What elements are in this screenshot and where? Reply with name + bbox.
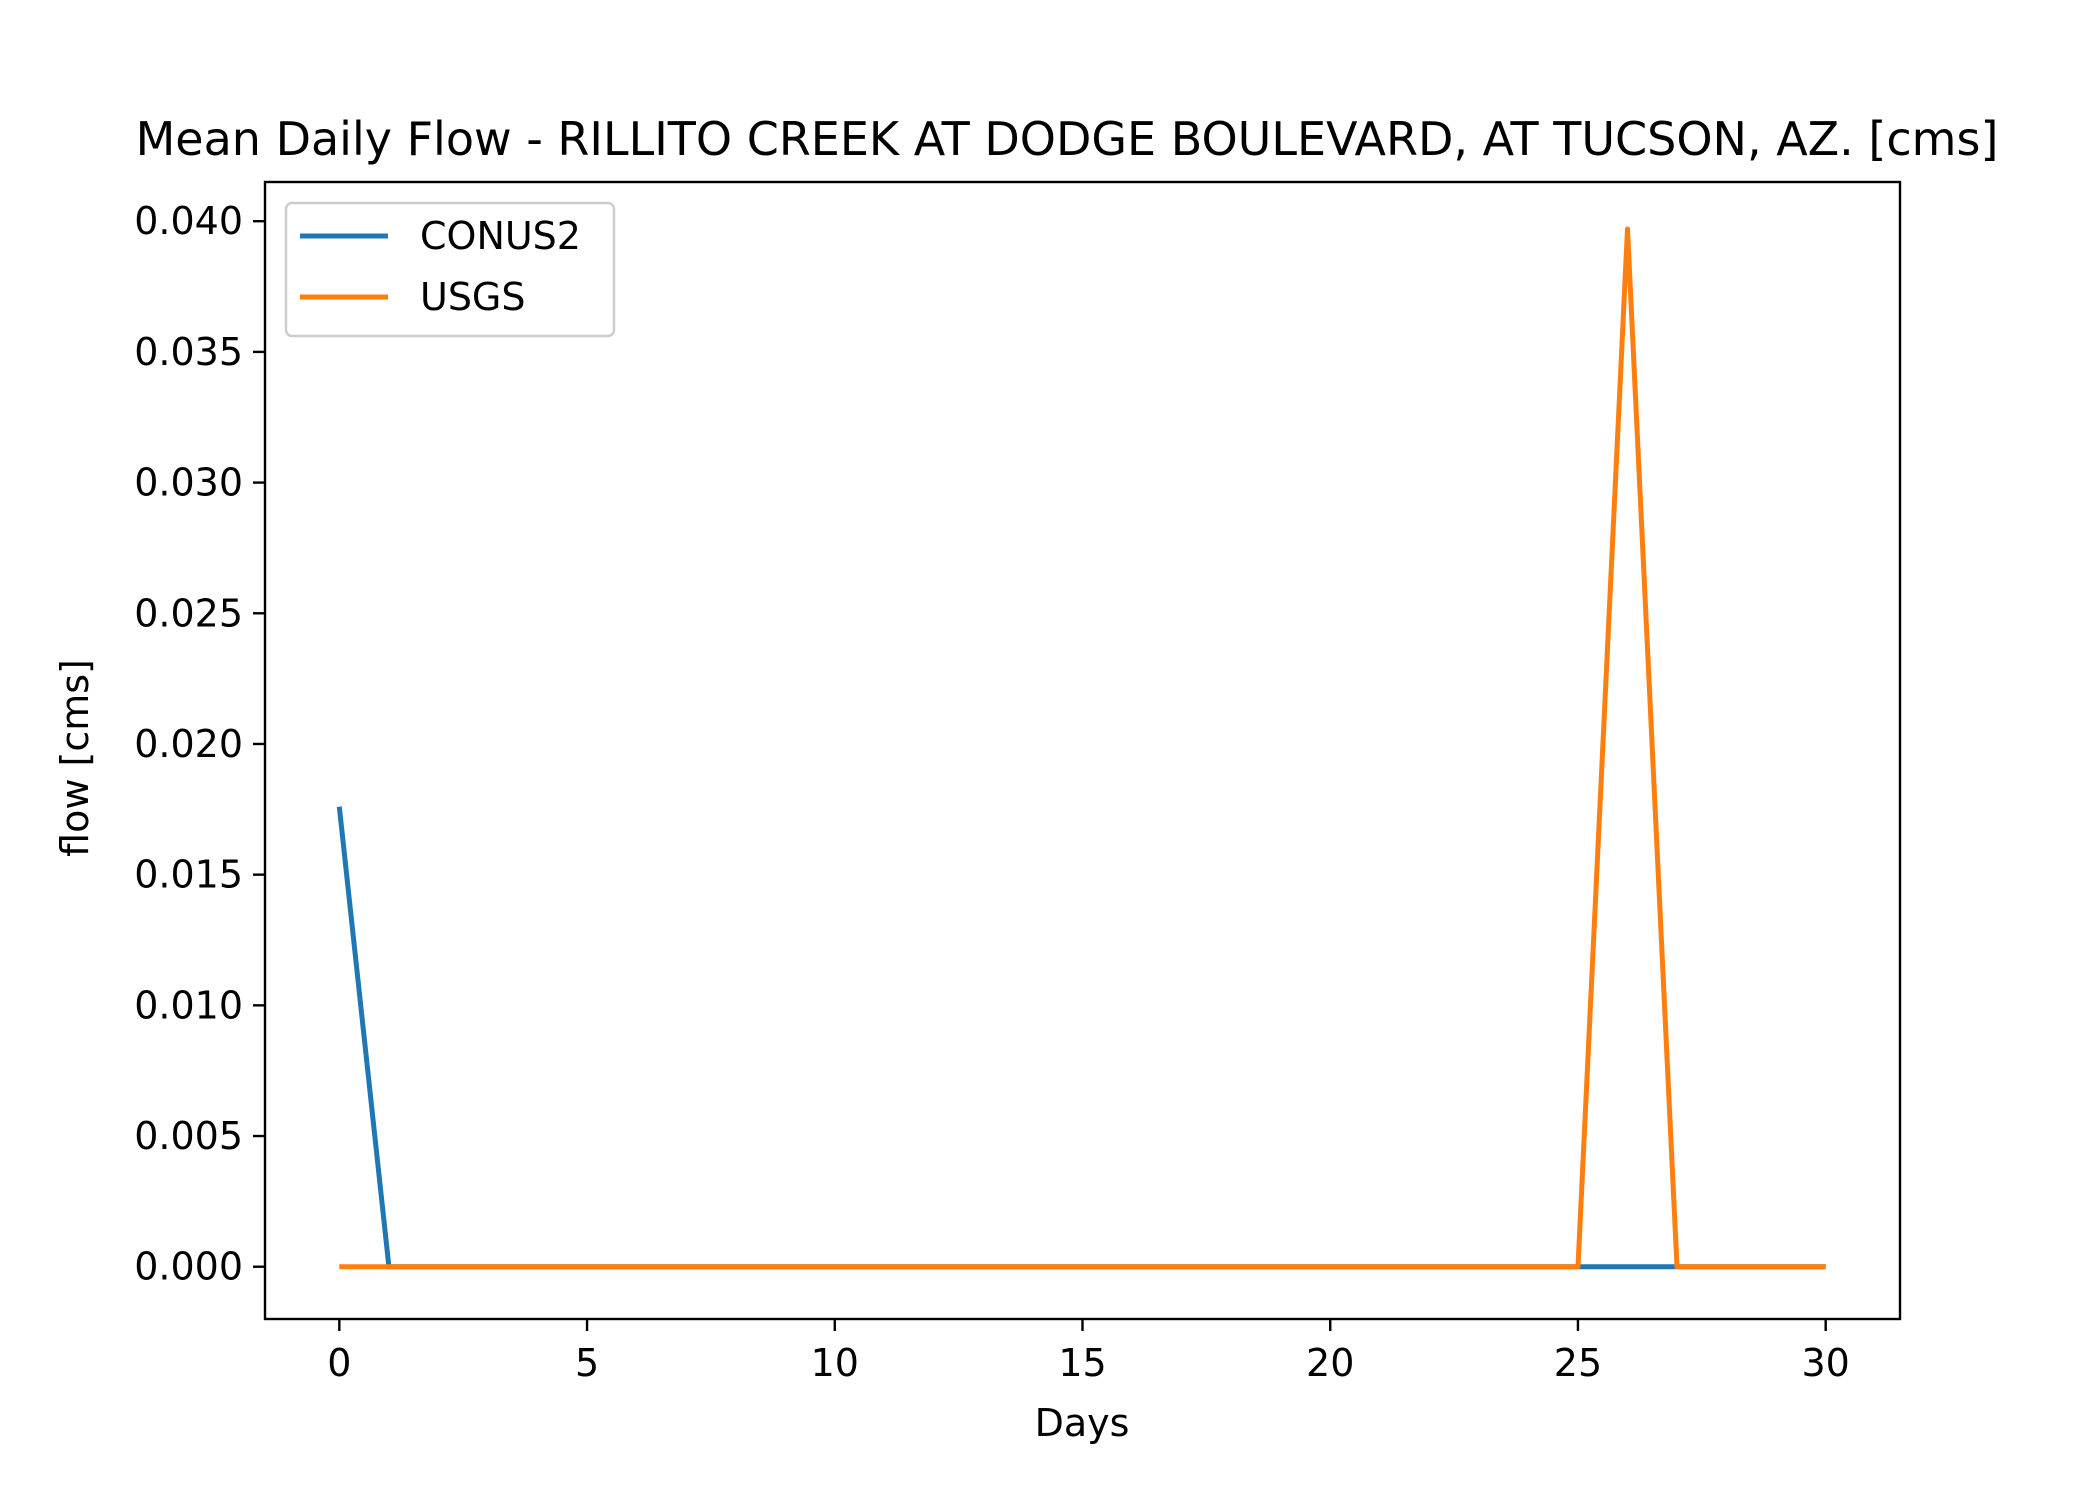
x-tick-label: 0: [327, 1341, 351, 1385]
x-tick-label: 30: [1802, 1341, 1850, 1385]
y-tick-label: 0.015: [134, 853, 243, 897]
y-tick-label: 0.035: [134, 330, 243, 374]
y-tick-label: 0.020: [134, 722, 243, 766]
x-axis-label: Days: [1035, 1401, 1130, 1445]
x-axis: 0 5 10 15 20 25 30: [327, 1319, 1850, 1385]
chart-title: Mean Daily Flow - RILLITO CREEK AT DODGE…: [136, 112, 1999, 166]
y-axis-label: flow [cms]: [53, 659, 97, 857]
x-tick-label: 5: [575, 1341, 599, 1385]
y-tick-label: 0.005: [134, 1114, 243, 1158]
y-axis: 0.000 0.005 0.010 0.015 0.020 0.025 0.030 0.035…: [134, 199, 265, 1289]
x-tick-label: 15: [1058, 1341, 1106, 1385]
y-tick-label: 0.040: [134, 199, 243, 243]
legend-label-conus2: CONUS2: [420, 214, 581, 258]
y-tick-label: 0.030: [134, 461, 243, 505]
series-line-usgs: [339, 226, 1826, 1270]
x-tick-label: 20: [1306, 1341, 1354, 1385]
series-layer: [336, 226, 1826, 1270]
x-tick-label: 10: [811, 1341, 859, 1385]
y-tick-label: 0.025: [134, 591, 243, 635]
x-tick-label: 25: [1554, 1341, 1602, 1385]
y-tick-label: 0.010: [134, 983, 243, 1027]
y-tick-label: 0.000: [134, 1245, 243, 1289]
legend: CONUS2 USGS: [284, 201, 616, 338]
legend-label-usgs: USGS: [420, 275, 526, 319]
